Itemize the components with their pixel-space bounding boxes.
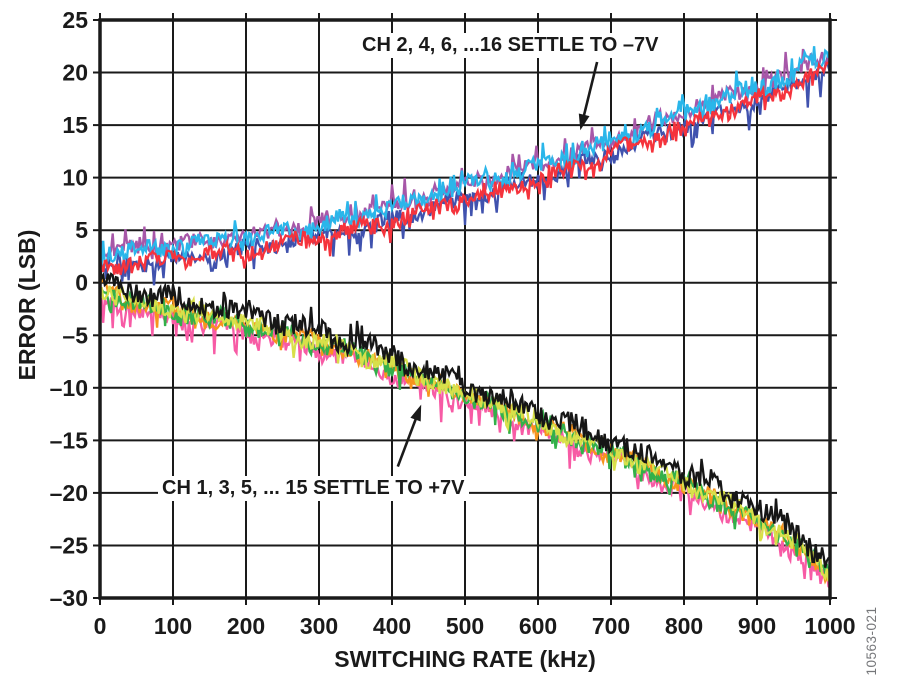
- x-tick-label: 300: [300, 613, 338, 639]
- trace-black: [98, 266, 831, 568]
- arrow-head: [410, 404, 422, 422]
- plot-border: [98, 18, 832, 600]
- annotation-arrow: [396, 404, 422, 468]
- x-tick-label: 700: [592, 613, 630, 639]
- x-tick-label: 1000: [804, 613, 855, 639]
- arrow-head: [578, 113, 590, 131]
- x-tick-label: 500: [446, 613, 484, 639]
- x-tick-label: 900: [738, 613, 776, 639]
- trace-red: [98, 59, 832, 276]
- traces: [98, 46, 832, 590]
- arrow-shaft: [580, 61, 599, 123]
- y-tick-label: 5: [75, 217, 88, 243]
- tick-labels: 0 100 200 300 400 500 600 700 800 900 100025201510…: [50, 7, 856, 639]
- x-axis-title: SWITCHING RATE (kHz): [334, 646, 596, 672]
- annotation-arrow: [578, 61, 599, 131]
- x-tick-label: 600: [519, 613, 557, 639]
- y-tick-label: 25: [62, 7, 88, 33]
- y-tick-label: –10: [50, 375, 88, 401]
- y-tick-label: 0: [75, 270, 88, 296]
- x-tick-label: 800: [665, 613, 703, 639]
- y-tick-label: –30: [50, 585, 88, 611]
- figure-number: 10563-021: [864, 606, 879, 676]
- y-axis-title: ERROR (LSB): [14, 229, 40, 381]
- y-tick-label: 20: [62, 60, 88, 86]
- annotation-odd-channels: CH 1, 3, 5, ... 15 SETTLE TO +7V: [158, 476, 469, 501]
- annotation-even-channels: CH 2, 4, 6, ...16 SETTLE TO –7V: [358, 33, 663, 58]
- x-tick-label: 100: [154, 613, 192, 639]
- y-tick-label: –20: [50, 480, 88, 506]
- trace-cyan: [98, 46, 832, 270]
- y-tick-label: –5: [62, 322, 88, 348]
- x-tick-label: 0: [94, 613, 107, 639]
- y-tick-label: –25: [50, 533, 89, 559]
- arrow-shaft: [396, 411, 420, 468]
- x-tick-label: 200: [227, 613, 265, 639]
- x-tick-label: 400: [373, 613, 411, 639]
- y-tick-label: –15: [50, 427, 89, 453]
- y-tick-label: 15: [62, 112, 88, 138]
- y-tick-label: 10: [62, 165, 88, 191]
